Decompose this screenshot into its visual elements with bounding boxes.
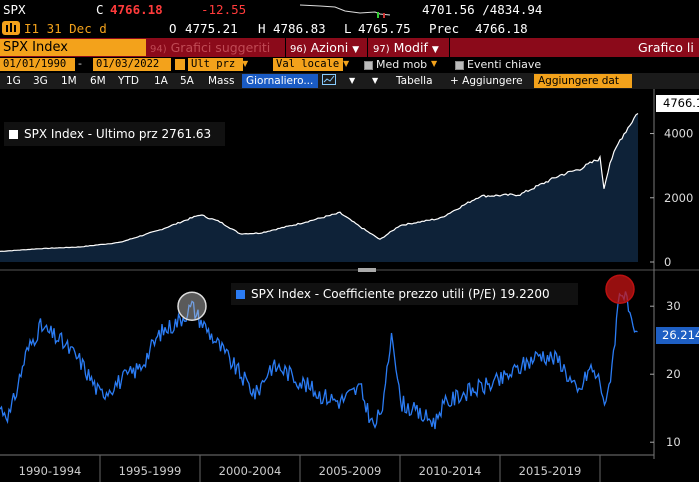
- date-dash: -: [78, 57, 82, 70]
- close-prefix: C: [96, 2, 104, 17]
- pe-legend-swatch: [236, 290, 245, 299]
- pe-line: [0, 291, 638, 430]
- pe-tick-label: 10: [666, 435, 681, 449]
- open-prefix: O: [169, 21, 177, 36]
- x-tick-label: 2005-2009: [319, 464, 382, 478]
- actions-num: 96): [290, 44, 307, 55]
- suggested-charts-menu[interactable]: 94) Grafici suggeriti: [150, 40, 270, 55]
- chevron-down-icon: ▼: [431, 45, 439, 55]
- sparkline-icon: [300, 4, 391, 18]
- chart-area: 0 2000 4000 10 20 30 1990-1994 1995-1999 2000-20…: [0, 89, 699, 482]
- period-max[interactable]: Mass: [208, 75, 235, 87]
- open-value: 4775.21: [185, 21, 238, 36]
- price-chart: [0, 112, 699, 272]
- key-events-checkbox[interactable]: [455, 61, 464, 70]
- modify-label: Modif: [393, 40, 428, 55]
- key-events-label: Eventi chiave: [467, 58, 542, 71]
- actions-label: Azioni: [310, 40, 349, 55]
- chart-title: Grafico li: [638, 40, 694, 55]
- add-data-field[interactable]: Aggiungere dat: [534, 74, 632, 88]
- x-tick-label: 1990-1994: [19, 464, 82, 478]
- frequency-dropdown[interactable]: Giornaliero...: [242, 74, 318, 88]
- prev-prefix: Prec: [429, 21, 460, 36]
- period-1g[interactable]: 1G: [6, 75, 21, 87]
- period-6m[interactable]: 6M: [90, 75, 106, 87]
- modify-menu[interactable]: 97) Modif ▼: [373, 40, 439, 55]
- ellipsis-icon: ...: [303, 75, 314, 87]
- price-line: [0, 112, 639, 252]
- divider: [367, 38, 368, 57]
- calendar-icon[interactable]: [175, 59, 185, 70]
- x-tick-label: 2000-2004: [219, 464, 282, 478]
- chevron-down-icon[interactable]: ▼: [343, 59, 350, 68]
- frequency-label: Giornaliero: [246, 75, 304, 87]
- low-value: 4765.75: [358, 21, 411, 36]
- last-pe-label: 26.214: [656, 327, 699, 344]
- moving-avg-label: Med mob: [376, 58, 428, 71]
- low-prefix: L: [344, 21, 352, 36]
- panel-resize-handle[interactable]: [358, 268, 376, 272]
- pe-legend: SPX Index - Coefficiente prezzo utili (P…: [231, 283, 578, 305]
- time-info: I1 31 Dec d: [24, 21, 107, 36]
- chevron-down-icon[interactable]: ▼: [431, 59, 438, 68]
- price-tick-label: 0: [664, 255, 671, 269]
- settings-bar: 01/01/1990 - 01/03/2022 Ult prz ▼ Val lo…: [0, 57, 699, 73]
- exchange-icon: [2, 21, 20, 35]
- end-date-field[interactable]: 01/03/2022: [93, 58, 171, 71]
- toolbar: 1G 3G 1M 6M YTD 1A 5A Mass Giornaliero..…: [0, 73, 699, 89]
- price-legend-text: SPX Index - Ultimo prz 2761.63: [24, 127, 212, 141]
- add-button[interactable]: + Aggiungere: [450, 75, 523, 87]
- period-ytd[interactable]: YTD: [118, 75, 139, 87]
- price-tick-label: 4000: [664, 127, 693, 141]
- axes: 0 2000 4000 10 20 30 1990-1994 1995-1999 2000-20…: [0, 89, 693, 482]
- high-prefix: H: [258, 21, 266, 36]
- line-chart-icon[interactable]: [318, 74, 340, 88]
- suggested-num: 94): [150, 44, 167, 55]
- table-button[interactable]: Tabella: [396, 75, 433, 87]
- menu-bar: SPX Index 94) Grafici suggeriti 96) Azio…: [0, 38, 699, 57]
- period-1a[interactable]: 1A: [154, 75, 168, 87]
- divider: [285, 38, 286, 57]
- chevron-down-icon[interactable]: ▼: [242, 59, 249, 68]
- period-5a[interactable]: 5A: [180, 75, 194, 87]
- peak-marker-2021: [605, 274, 635, 304]
- ticker-symbol: SPX: [3, 2, 26, 17]
- price-type-field[interactable]: Ult prz: [188, 58, 243, 71]
- period-1m[interactable]: 1M: [61, 75, 77, 87]
- price-change: -12.55: [201, 2, 247, 17]
- price-legend-swatch: [9, 130, 18, 139]
- high-value: 4786.83: [273, 21, 326, 36]
- start-date-field[interactable]: 01/01/1990: [0, 58, 75, 71]
- x-tick-label: 2010-2014: [419, 464, 482, 478]
- quote-details: I1 31 Dec d O 4775.21 H 4786.83 L 4765.7…: [0, 19, 699, 38]
- pe-legend-text: SPX Index - Coefficiente prezzo utili (P…: [251, 287, 550, 301]
- price-tick-label: 2000: [664, 191, 693, 205]
- peak-marker-1999: [177, 291, 207, 321]
- chevron-down-icon[interactable]: ▼: [372, 76, 379, 85]
- modify-num: 97): [373, 44, 390, 55]
- security-field[interactable]: SPX Index: [0, 39, 146, 56]
- pe-chart: [0, 274, 638, 430]
- chevron-down-icon[interactable]: ▼: [349, 76, 356, 85]
- actions-menu[interactable]: 96) Azioni ▼: [290, 40, 359, 55]
- last-price-label: 4766.1: [656, 95, 699, 112]
- moving-avg-checkbox[interactable]: [364, 61, 373, 70]
- pe-tick-label: 30: [666, 299, 681, 313]
- x-tick-label: 2015-2019: [519, 464, 582, 478]
- currency-field[interactable]: Val locale: [273, 58, 343, 71]
- last-price: 4766.18: [110, 2, 163, 17]
- pe-tick-label: 20: [666, 367, 681, 381]
- prev-value: 4766.18: [475, 21, 528, 36]
- suggested-label: Grafici suggeriti: [170, 40, 271, 55]
- price-legend: SPX Index - Ultimo prz 2761.63: [4, 122, 225, 146]
- divider: [449, 38, 450, 57]
- price-area: [0, 113, 638, 262]
- period-3g[interactable]: 3G: [33, 75, 48, 87]
- chevron-down-icon: ▼: [352, 45, 360, 55]
- day-range: 4701.56 /4834.94: [422, 2, 543, 17]
- x-tick-label: 1995-1999: [119, 464, 182, 478]
- quote-bar: SPX C 4766.18 -12.55 4701.56 /4834.94: [0, 0, 699, 19]
